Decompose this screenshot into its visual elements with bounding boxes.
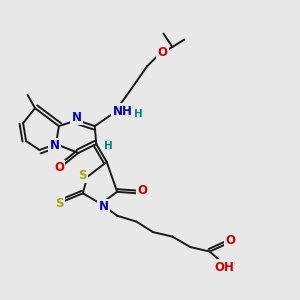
Text: S: S (79, 169, 87, 182)
Text: N: N (50, 139, 59, 152)
Text: O: O (226, 234, 236, 247)
Text: H: H (104, 140, 112, 151)
Text: N: N (99, 200, 109, 213)
Text: H: H (134, 109, 143, 118)
Text: OH: OH (215, 261, 235, 274)
Text: S: S (55, 197, 64, 210)
Text: O: O (137, 184, 147, 197)
Text: O: O (158, 46, 167, 59)
Text: N: N (72, 111, 82, 124)
Text: NH: NH (112, 105, 133, 118)
Text: O: O (54, 161, 64, 174)
